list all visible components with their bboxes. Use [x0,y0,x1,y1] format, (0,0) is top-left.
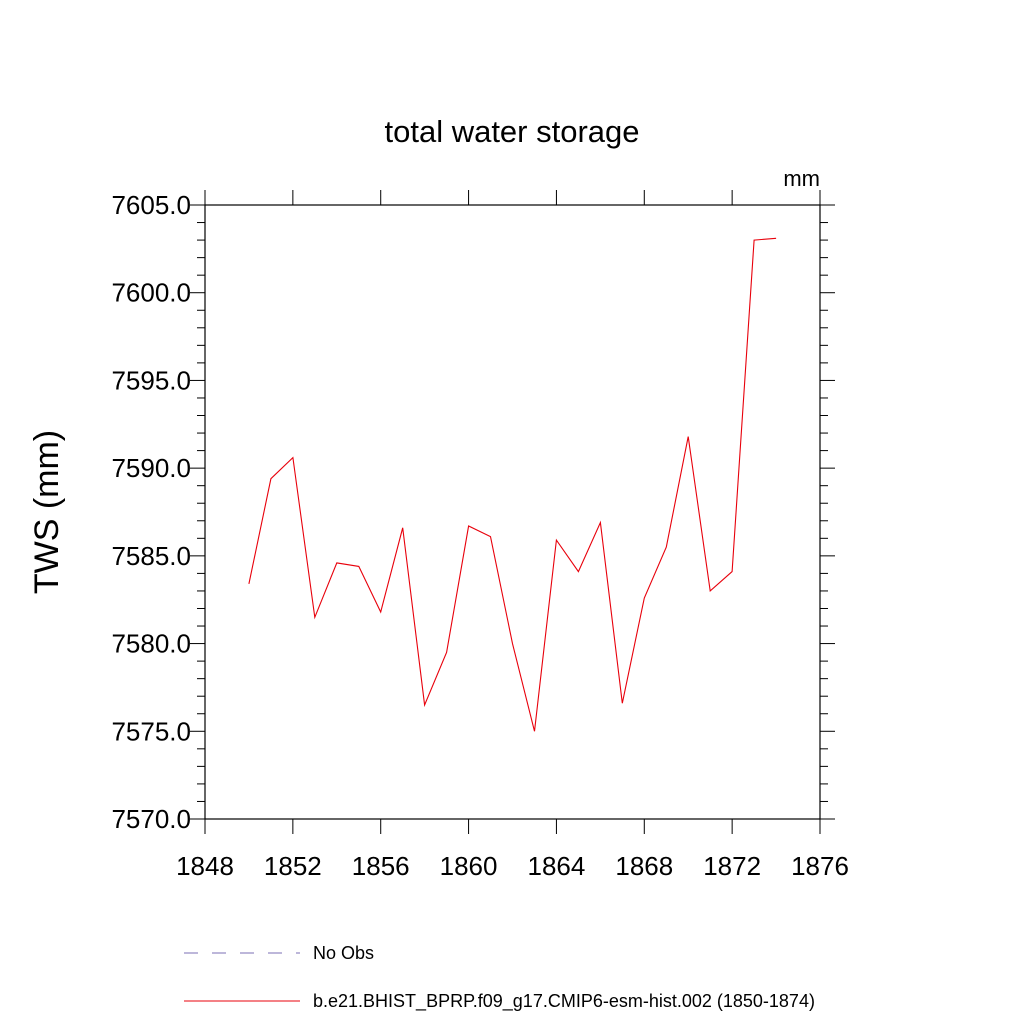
y-axis-label: TWS (mm) [28,430,66,594]
y-tick-label: 7580.0 [111,629,191,659]
x-tick-label: 1876 [791,851,849,881]
y-tick-labels: 7570.0 7575.0 7580.0 7585.0 7590.0 7595.0 7600… [111,190,191,834]
x-tick-label: 1852 [264,851,322,881]
y-tick-label: 7595.0 [111,365,191,395]
series-line [248,237,777,732]
series-layer [248,237,777,732]
y-tick-label: 7575.0 [111,716,191,746]
legend-label-model: b.e21.BHIST_BPRP.f09_g17.CMIP6-esm-hist.… [313,991,815,1012]
chart-title: total water storage [384,114,639,149]
x-tick-label: 1856 [352,851,410,881]
axis-ticks [190,190,835,834]
units-label: mm [783,166,820,191]
y-tick-label: 7570.0 [111,804,191,834]
x-tick-label: 1864 [528,851,586,881]
x-tick-label: 1872 [703,851,761,881]
legend-label-no-obs: No Obs [313,943,374,963]
x-tick-label: 1868 [615,851,673,881]
legend: No Obs b.e21.BHIST_BPRP.f09_g17.CMIP6-esm… [184,943,815,1012]
x-tick-label: 1848 [176,851,234,881]
x-tick-label: 1860 [440,851,498,881]
y-tick-label: 7605.0 [111,190,191,220]
y-tick-label: 7585.0 [111,541,191,571]
y-tick-label: 7600.0 [111,278,191,308]
plot-frame [204,204,821,820]
x-tick-labels: 1848 1852 1856 1860 1864 1868 1872 1876 [176,851,849,881]
y-tick-label: 7590.0 [111,453,191,483]
